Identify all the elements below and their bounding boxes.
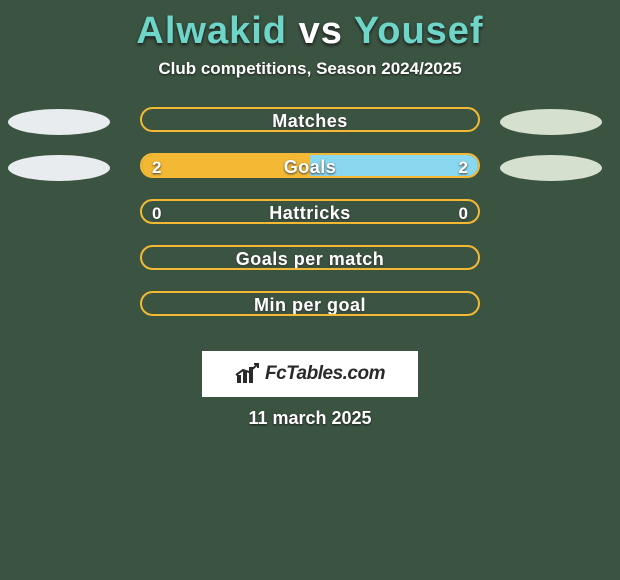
bar-chart-icon — [235, 363, 261, 385]
stat-label: Min per goal — [142, 293, 478, 316]
stat-bar: Goals per match — [140, 245, 480, 270]
stat-row: Min per goal — [0, 291, 620, 337]
player-left-marker — [8, 109, 110, 135]
stat-rows: Matches 22Goals 00Hattricks Goals per match… — [0, 107, 620, 337]
stat-row: 00Hattricks — [0, 199, 620, 245]
stat-label: Hattricks — [142, 201, 478, 224]
title-vs: vs — [287, 10, 354, 52]
stat-bar: Matches — [140, 107, 480, 132]
stat-row: Matches — [0, 107, 620, 153]
player-right-marker — [500, 109, 602, 135]
player-left-marker — [8, 155, 110, 181]
stat-bar: Min per goal — [140, 291, 480, 316]
player-left-name: Alwakid — [136, 10, 287, 52]
stat-row: 22Goals — [0, 153, 620, 199]
stat-label: Goals — [142, 155, 478, 178]
comparison-subtitle: Club competitions, Season 2024/2025 — [0, 59, 620, 79]
logo-text: FcTables.com — [265, 363, 385, 385]
stat-bar: 00Hattricks — [140, 199, 480, 224]
player-right-name: Yousef — [354, 10, 484, 52]
snapshot-date: 11 march 2025 — [0, 408, 620, 429]
stat-row: Goals per match — [0, 245, 620, 291]
stat-bar: 22Goals — [140, 153, 480, 178]
fctables-logo: FcTables.com — [202, 351, 418, 397]
comparison-title: Alwakid vs Yousef — [0, 0, 620, 53]
stat-label: Goals per match — [142, 247, 478, 270]
stat-label: Matches — [142, 109, 478, 132]
player-right-marker — [500, 155, 602, 181]
